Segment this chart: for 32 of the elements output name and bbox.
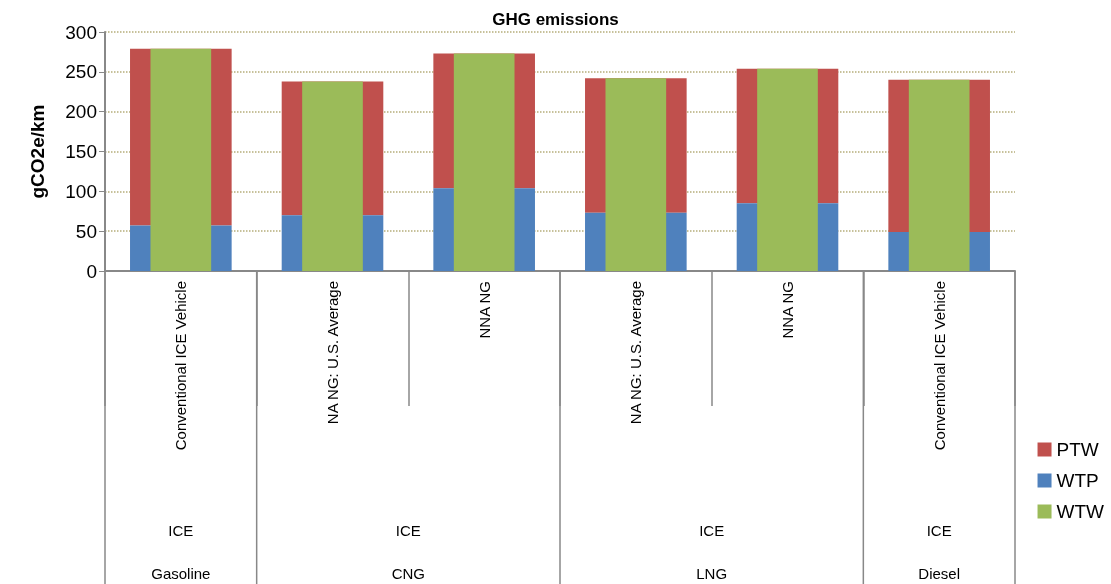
text: Gasoline — [151, 564, 211, 582]
y-tick-label: 200 — [65, 101, 97, 123]
y-axis-title: gCO2e/km — [27, 104, 48, 199]
x-tick-label: NA NG: U.S. Average — [627, 281, 645, 425]
bar — [150, 48, 212, 271]
legend-label: PTW — [1056, 439, 1099, 460]
x-tick-label: Conventional ICE Vehicle — [930, 281, 948, 451]
x-tick-label: NA NG: U.S. Average — [324, 281, 341, 425]
text: ICE — [395, 521, 421, 539]
bar — [302, 81, 363, 271]
legend-label: WTP — [1056, 470, 1099, 491]
text: LNG — [696, 564, 728, 582]
text: ICE — [926, 521, 952, 539]
text: CNG — [391, 564, 426, 582]
x-tick-label: NNA NG — [475, 281, 493, 339]
chart-title: GHG emissions — [492, 10, 619, 29]
text: ICE — [699, 521, 725, 539]
y-tick-label: 50 — [75, 220, 97, 242]
y-tick-label: 300 — [65, 21, 97, 43]
y-tick-label: 100 — [65, 180, 97, 202]
bar — [605, 78, 667, 271]
y-tick-label: 250 — [65, 61, 97, 83]
x-tick-label: Conventional ICE Vehicle — [172, 281, 190, 451]
x-tick-label: NNA NG — [779, 281, 796, 339]
text: Diesel — [918, 564, 961, 582]
bar — [757, 68, 818, 271]
legend-label: WTW — [1056, 501, 1105, 522]
text: ICE — [168, 521, 194, 539]
y-tick-label: 150 — [65, 141, 97, 162]
y-tick-label: 0 — [86, 260, 97, 282]
bar — [453, 53, 515, 271]
bar — [908, 79, 970, 271]
